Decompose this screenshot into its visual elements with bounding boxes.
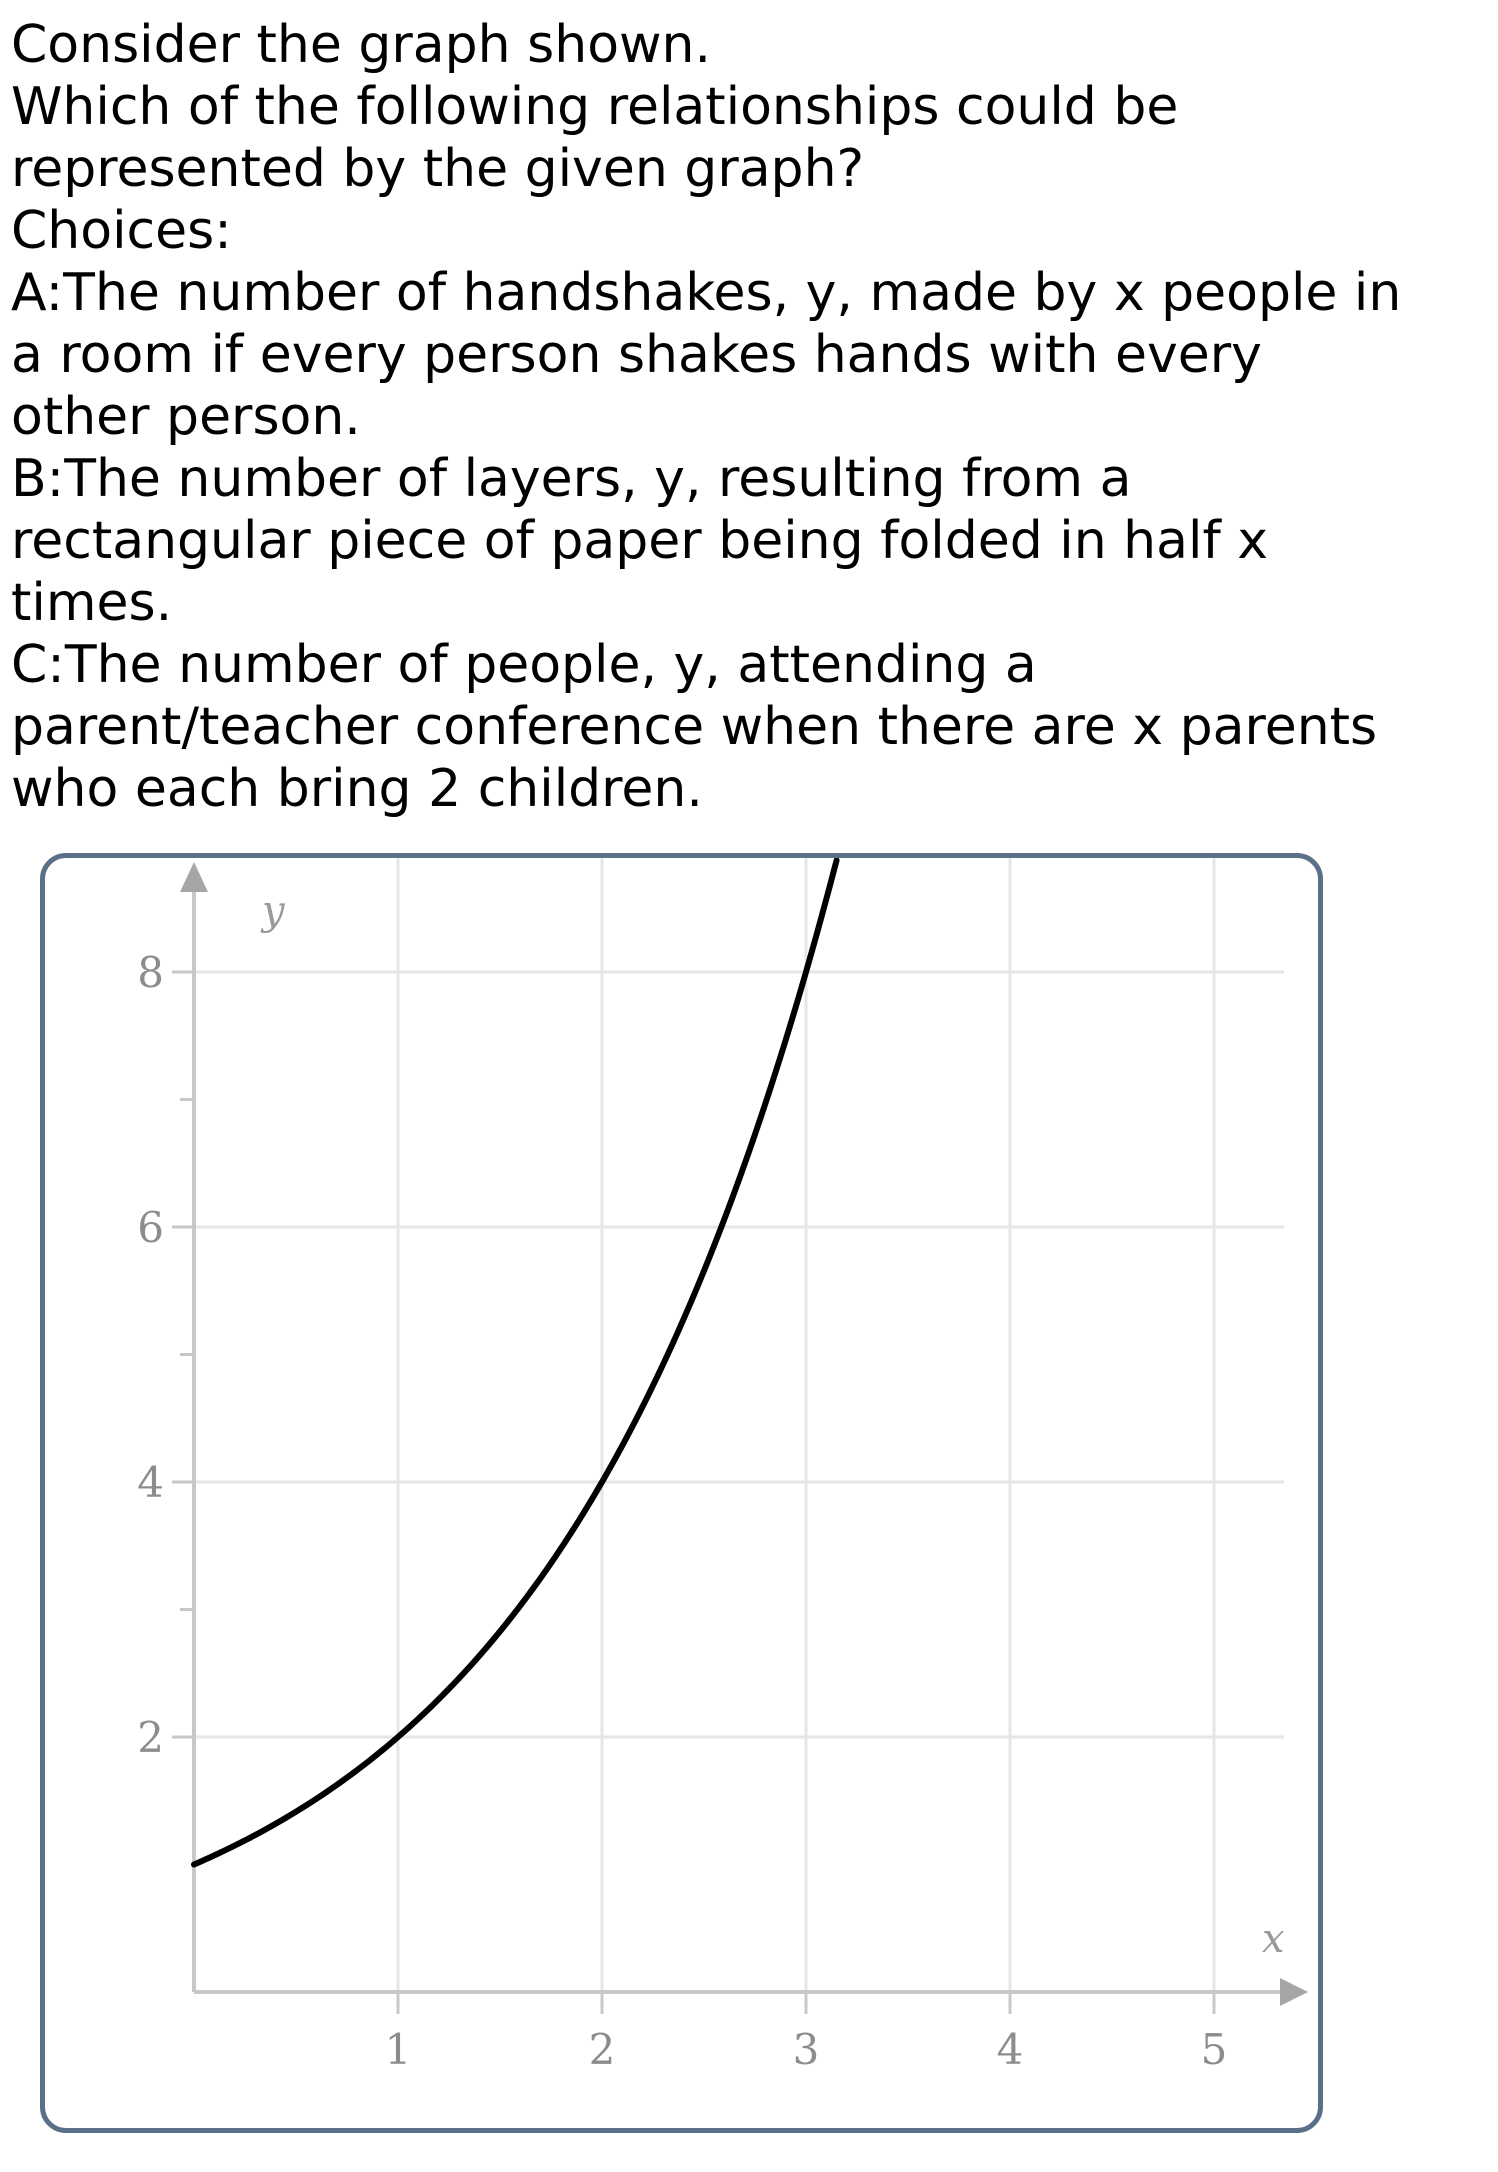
- y-tick-label: 4: [137, 1458, 164, 1507]
- x-tick-label: 2: [589, 2025, 616, 2074]
- series-line: [191, 858, 840, 1868]
- choice-a-line: other person.: [11, 387, 361, 447]
- choice-c-line: who each bring 2 children.: [11, 759, 703, 819]
- y-tick-label: 2: [137, 1713, 164, 1762]
- x-tick-label: 1: [385, 2025, 412, 2074]
- y-tick-label: 6: [137, 1203, 164, 1252]
- x-tick-label: 5: [1201, 2025, 1228, 2074]
- y-axis-arrow-icon: [180, 862, 208, 892]
- curve: [191, 858, 840, 1868]
- choice-b-line: rectangular piece of paper being folded …: [11, 511, 1269, 571]
- choices-heading: Choices:: [11, 201, 232, 261]
- choice-b-line: B:The number of layers, y, resulting fro…: [11, 449, 1132, 509]
- x-tick-label: 3: [793, 2025, 820, 2074]
- question-line: represented by the given graph?: [11, 139, 865, 199]
- choice-c-line: C:The number of people, y, attending a: [11, 635, 1037, 695]
- x-tick-label: 4: [997, 2025, 1024, 2074]
- choice-a-line: a room if every person shakes hands with…: [11, 325, 1262, 385]
- question-line: Consider the graph shown.: [11, 15, 712, 75]
- grid: [194, 858, 1284, 1992]
- y-axis-label: y: [260, 888, 286, 934]
- ticks: 1 2 3 4 5 2 4 6 8: [137, 948, 1227, 2074]
- question-text: Consider the graph shown. Which of the f…: [11, 14, 1491, 820]
- axes: [180, 862, 1308, 2006]
- graph-frame: 1 2 3 4 5 2 4 6 8 y x: [40, 853, 1323, 2133]
- x-axis-arrow-icon: [1280, 1978, 1308, 2006]
- choice-c-line: parent/teacher conference when there are…: [11, 697, 1378, 757]
- choice-a-line: A:The number of handshakes, y, made by x…: [11, 263, 1402, 323]
- question-line: Which of the following relationships cou…: [11, 77, 1179, 137]
- choice-b-line: times.: [11, 573, 173, 633]
- x-axis-label: x: [1262, 1916, 1285, 1962]
- y-tick-label: 8: [137, 948, 164, 997]
- graph-plot: 1 2 3 4 5 2 4 6 8 y x: [137, 858, 1308, 2074]
